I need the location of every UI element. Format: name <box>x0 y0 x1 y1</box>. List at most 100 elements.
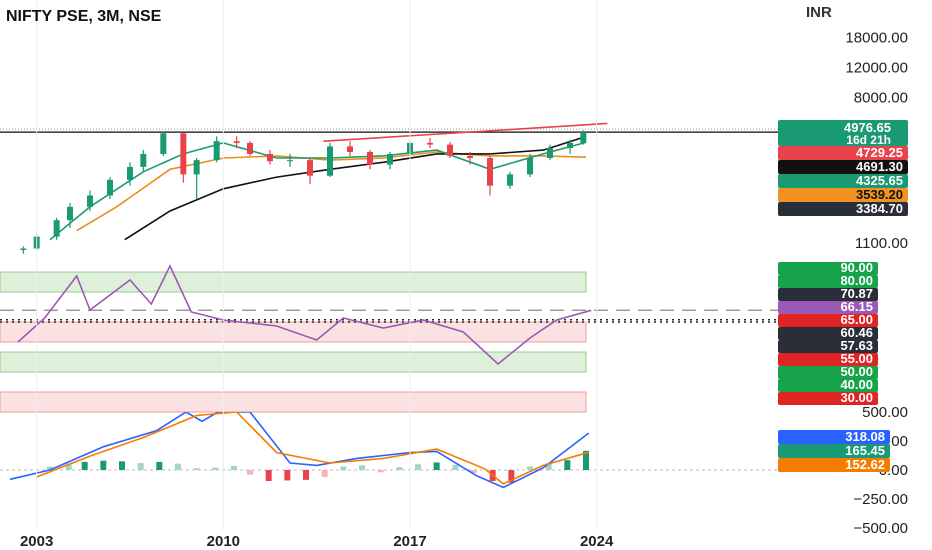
macd-pane[interactable]: 500.00250.000.00−250.00−500.00318.08165.… <box>0 404 908 537</box>
rsi-level-label: 66.15 <box>840 299 873 314</box>
price-pane[interactable]: 18000.00 12000.00 8000.00 1100.00 4976.6516d… <box>0 30 908 254</box>
candle-body <box>387 153 393 165</box>
rsi-level-label: 50.00 <box>840 364 873 379</box>
candle-body <box>180 133 187 175</box>
candle-body <box>53 220 60 237</box>
rsi-level-label: 60.46 <box>840 325 873 340</box>
price-label: 4691.30 <box>856 159 903 174</box>
rsi-level-label-bg <box>778 275 878 288</box>
macd-histogram-bar <box>284 470 291 481</box>
x-tick-label: 2003 <box>20 533 53 550</box>
price-tick-label: 18000.00 <box>845 30 908 47</box>
candle-body <box>140 153 147 167</box>
macd-line <box>36 412 589 485</box>
macd-histogram-bar <box>100 460 107 470</box>
macd-line <box>9 412 590 489</box>
macd-tick-label: −250.00 <box>853 491 908 508</box>
rsi-band <box>0 391 587 413</box>
macd-histogram-bar <box>508 470 515 483</box>
macd-histogram-bar <box>321 470 328 477</box>
price-tick-label: 12000.00 <box>845 60 908 77</box>
candle-body <box>507 174 513 186</box>
macd-histogram-bar <box>231 465 237 470</box>
macd-histogram-bar <box>377 470 384 473</box>
candle-body <box>127 166 133 180</box>
price-label: 4729.25 <box>856 145 903 160</box>
macd-histogram-bar <box>433 462 440 470</box>
macd-histogram-bar <box>175 463 181 470</box>
rsi-level-label-bg <box>778 288 878 301</box>
price-label-bg <box>778 202 908 216</box>
macd-value-label-bg <box>778 458 890 472</box>
price-label-bg <box>778 146 908 160</box>
macd-value-label: 152.62 <box>845 457 885 472</box>
macd-value-label: 165.45 <box>845 443 885 458</box>
rsi-band <box>0 351 587 373</box>
macd-histogram-bar <box>545 463 552 470</box>
price-label-bg <box>778 188 908 202</box>
rsi-level-label: 30.00 <box>840 390 873 405</box>
candle-body <box>107 179 113 196</box>
macd-histogram-bar <box>359 465 365 470</box>
rsi-band <box>0 271 587 293</box>
candle-body <box>193 160 200 175</box>
price-tick-label: 8000.00 <box>854 89 908 106</box>
price-label-bg <box>778 160 908 174</box>
price-label: 4325.65 <box>856 173 903 188</box>
macd-value-label-bg <box>778 430 890 444</box>
candle-body <box>287 160 293 162</box>
rsi-level-label-bg <box>778 340 878 353</box>
price-tick-label: 1100.00 <box>855 235 908 252</box>
candle-body <box>20 248 27 250</box>
rsi-level-label-bg <box>778 262 878 275</box>
candle-body <box>87 195 93 207</box>
rsi-pane[interactable]: 90.0080.0070.8766.1565.0060.4657.6355.00… <box>0 260 878 413</box>
rsi-level-label: 55.00 <box>840 351 873 366</box>
rsi-level-label: 70.87 <box>840 286 873 301</box>
moving-average-line <box>124 135 587 241</box>
macd-histogram-bar <box>65 463 72 470</box>
candle-body <box>447 144 453 156</box>
rsi-level-label-bg <box>778 301 878 314</box>
candle-body <box>267 153 273 162</box>
macd-histogram-bar <box>583 450 589 470</box>
price-label: 3539.20 <box>856 187 903 202</box>
candle-body <box>487 157 493 186</box>
last-price-label: 4976.65 <box>844 120 891 135</box>
candle-body <box>160 133 167 154</box>
macd-histogram-bar <box>415 464 421 470</box>
candle-body <box>547 148 553 158</box>
x-tick-label: 2017 <box>393 533 426 550</box>
macd-histogram-bar <box>564 460 571 470</box>
macd-histogram-bar <box>303 470 309 480</box>
rsi-level-label: 90.00 <box>840 260 873 275</box>
macd-histogram-bar <box>137 463 144 470</box>
macd-histogram-bar <box>265 470 272 482</box>
candle-body <box>367 151 373 165</box>
candle-body <box>233 141 240 143</box>
rsi-level-label-bg <box>778 353 878 366</box>
macd-value-label: 318.08 <box>845 429 885 444</box>
candle-body <box>527 157 533 175</box>
bar-countdown-label: 16d 21h <box>846 133 891 147</box>
price-label-bg <box>778 174 908 188</box>
macd-histogram-bar <box>212 467 219 470</box>
macd-histogram-bar <box>527 466 533 470</box>
candle-body <box>347 146 353 152</box>
macd-histogram-bar <box>193 468 200 470</box>
macd-histogram-bar <box>247 470 253 475</box>
rsi-level-label: 65.00 <box>840 312 873 327</box>
candle-body <box>67 206 73 221</box>
macd-tick-label: 500.00 <box>862 404 908 421</box>
price-label: 3384.70 <box>856 201 903 216</box>
rsi-level-label-bg <box>778 314 878 327</box>
macd-histogram-bar <box>119 461 125 470</box>
candle-body <box>567 142 573 149</box>
candle-body <box>580 132 587 143</box>
candle-body <box>427 142 433 145</box>
candle-body <box>467 155 473 158</box>
moving-average-line <box>49 141 587 241</box>
rsi-level-label-bg <box>778 379 878 392</box>
last-price-label-bg <box>778 120 908 146</box>
